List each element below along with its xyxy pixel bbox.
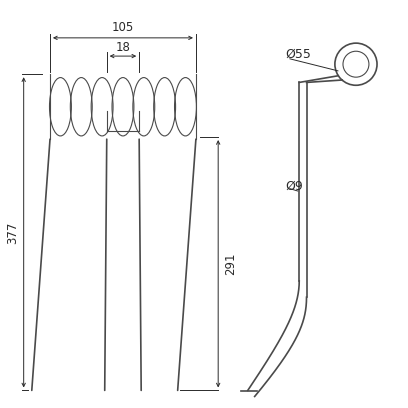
Text: 291: 291 <box>224 253 237 275</box>
Text: 18: 18 <box>115 41 131 54</box>
Text: 377: 377 <box>6 221 19 244</box>
Text: Ø9: Ø9 <box>285 179 303 192</box>
Text: 105: 105 <box>112 21 134 34</box>
Text: Ø55: Ø55 <box>285 48 311 60</box>
